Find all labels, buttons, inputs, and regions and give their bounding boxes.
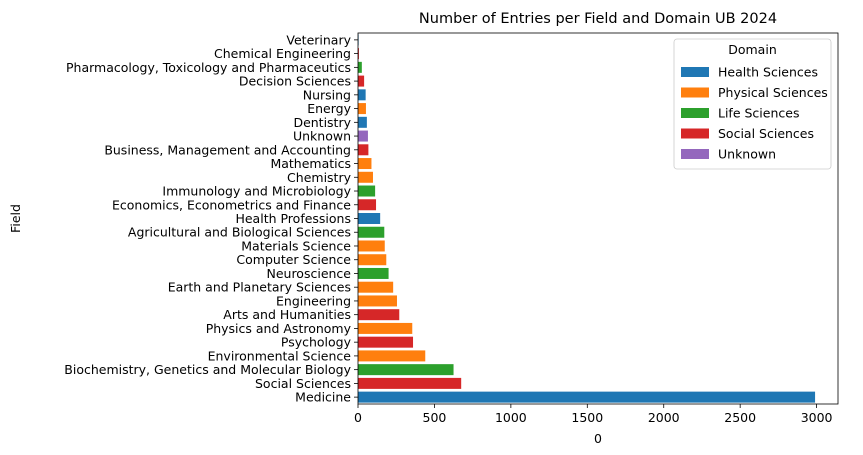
bar-16 [358, 254, 387, 266]
legend-title: Domain [728, 42, 777, 57]
y-tick-label-20: Arts and Humanities [223, 307, 351, 322]
bar-17 [358, 267, 389, 279]
bar-11 [358, 185, 376, 197]
y-tick-label-25: Social Sciences [255, 376, 351, 391]
legend-swatch-2 [681, 108, 709, 118]
y-tick-label-4: Nursing [303, 87, 351, 102]
x-tick-label-2: 1000 [495, 410, 527, 425]
bar-1 [358, 48, 359, 60]
y-tick-label-9: Mathematics [270, 156, 351, 171]
bar-15 [358, 240, 385, 252]
x-tick-label-6: 3000 [801, 410, 833, 425]
bar-19 [358, 295, 397, 307]
y-tick-label-6: Dentistry [293, 115, 351, 130]
bar-20 [358, 309, 400, 321]
y-tick-label-11: Immunology and Microbiology [162, 184, 351, 199]
bar-24 [358, 364, 454, 376]
legend-entries: Health Sciences Physical Sciences Life Sci… [681, 65, 828, 162]
x-tick-label-3: 1500 [571, 410, 603, 425]
y-tick-label-15: Materials Science [241, 238, 351, 253]
legend-label-0: Health Sciences [718, 65, 818, 80]
y-tick-label-1: Chemical Engineering [214, 46, 351, 61]
x-axis-ticks: 0 500 1000 1500 2000 2500 3000 [354, 404, 833, 425]
y-tick-label-24: Biochemistry, Genetics and Molecular Bio… [64, 362, 351, 377]
bar-12 [358, 199, 377, 211]
x-tick-label-0: 0 [354, 410, 362, 425]
y-tick-label-5: Energy [307, 101, 351, 116]
bar-23 [358, 350, 426, 362]
bar-25 [358, 377, 462, 389]
y-tick-label-16: Computer Science [236, 252, 351, 267]
y-tick-label-0: Veterinary [286, 32, 351, 47]
legend-box [673, 38, 832, 170]
bar-9 [358, 158, 372, 170]
y-tick-label-17: Neuroscience [266, 266, 351, 281]
y-tick-label-14: Agricultural and Biological Sciences [128, 225, 351, 240]
y-tick-label-26: Medicine [295, 390, 351, 405]
bar-8 [358, 144, 369, 156]
bars-layer [358, 34, 816, 403]
bar-2 [358, 61, 362, 73]
y-tick-label-18: Earth and Planetary Sciences [168, 280, 351, 295]
x-tick-label-5: 2500 [724, 410, 756, 425]
bar-22 [358, 336, 414, 348]
y-axis-label: Field [8, 204, 23, 233]
bar-21 [358, 322, 413, 334]
bar-14 [358, 226, 385, 238]
y-tick-label-3: Decision Sciences [239, 74, 351, 89]
legend-swatch-3 [681, 128, 709, 139]
bar-3 [358, 75, 365, 87]
legend: Domain Health Sciences Physical Sciences L… [673, 38, 832, 170]
chart-title: Number of Entries per Field and Domain U… [419, 11, 777, 27]
legend-swatch-1 [681, 87, 709, 98]
plot-frame [357, 32, 839, 405]
bar-4 [358, 89, 366, 101]
y-tick-label-10: Chemistry [287, 170, 352, 185]
y-tick-label-2: Pharmacology, Toxicology and Pharmaceuti… [66, 60, 351, 75]
y-tick-label-23: Environmental Science [208, 348, 352, 363]
legend-swatch-0 [681, 67, 709, 77]
legend-label-3: Social Sciences [718, 126, 814, 141]
legend-label-4: Unknown [718, 147, 776, 162]
y-tick-label-12: Economics, Econometrics and Finance [112, 197, 351, 212]
y-tick-label-8: Business, Management and Accounting [104, 142, 351, 157]
bar-10 [358, 171, 373, 183]
y-tick-label-7: Unknown [293, 129, 351, 144]
legend-label-2: Life Sciences [718, 106, 799, 121]
bar-5 [358, 103, 366, 115]
legend-label-1: Physical Sciences [718, 85, 828, 100]
y-tick-label-22: Psychology [281, 335, 352, 350]
x-axis-label: 0 [594, 431, 602, 446]
x-tick-label-4: 2000 [648, 410, 680, 425]
bar-13 [358, 213, 381, 224]
legend-swatch-4 [681, 149, 709, 159]
y-tick-label-13: Health Professions [235, 211, 351, 226]
bar-18 [358, 281, 394, 293]
x-tick-label-1: 500 [423, 410, 447, 425]
bar-6 [358, 116, 367, 128]
bar-26 [358, 391, 816, 403]
y-tick-label-19: Engineering [276, 293, 351, 308]
y-tick-label-21: Physics and Astronomy [206, 321, 352, 336]
bar-7 [358, 130, 368, 142]
